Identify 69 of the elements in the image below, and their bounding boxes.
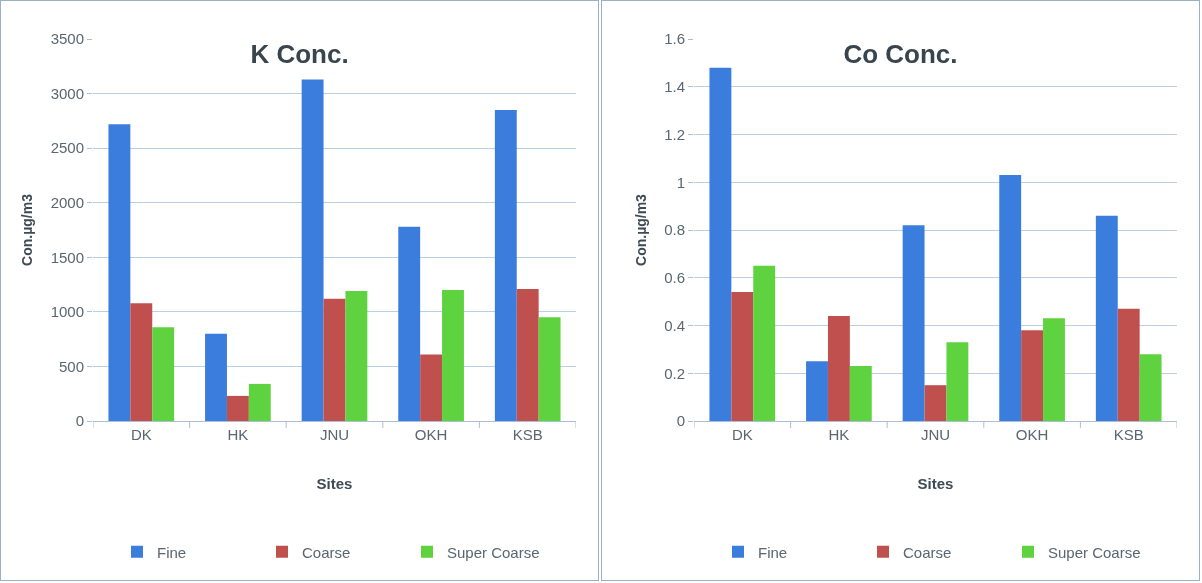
y-tick-label: 2000 [50, 193, 84, 211]
x-tick-label: DK [130, 426, 152, 443]
y-tick-label: 0.2 [664, 364, 685, 382]
bar [731, 292, 754, 421]
bar [902, 225, 925, 421]
legend-label: Fine [157, 543, 187, 561]
legend-label: Fine [758, 543, 788, 561]
y-axis-title: Con.µg/m3 [19, 193, 36, 266]
bar [345, 291, 368, 421]
bar [130, 303, 153, 421]
bar [946, 342, 969, 421]
bar [494, 109, 517, 421]
y-tick-label: 1500 [50, 248, 84, 266]
y-tick-label: 0.4 [664, 316, 685, 334]
chart-title: Co Conc. [843, 38, 958, 69]
bar [226, 395, 249, 421]
y-tick-label: 1.4 [664, 78, 685, 95]
bar [827, 315, 850, 421]
x-tick-label: JNU [319, 426, 350, 443]
x-tick-label: OKH [1015, 426, 1049, 443]
legend-label: Super Coarse [447, 543, 540, 561]
bar [323, 298, 346, 421]
y-axis-title: Con.µg/m3 [632, 193, 649, 266]
y-tick-label: 2500 [50, 139, 84, 157]
y-tick-label: 1 [676, 173, 685, 191]
y-tick-label: 0.8 [664, 221, 685, 239]
bar [420, 354, 443, 421]
y-tick-label: 1.6 [664, 30, 685, 48]
bar [1139, 354, 1162, 421]
legend-label: Coarse [302, 543, 351, 561]
x-axis-title: Sites [316, 475, 353, 492]
x-tick-label: HK [828, 426, 850, 443]
bar [1095, 215, 1118, 421]
bar [398, 226, 421, 421]
y-tick-label: 1.2 [664, 125, 685, 143]
y-tick-label: 0 [676, 412, 685, 430]
x-tick-label: JNU [920, 426, 951, 443]
bar [849, 366, 872, 421]
y-tick-label: 1000 [50, 303, 84, 321]
bar [516, 288, 539, 421]
x-tick-label: HK [227, 426, 249, 443]
x-tick-label: DK [731, 426, 753, 443]
y-tick-label: 0 [75, 412, 84, 430]
legend-label: Coarse [903, 543, 952, 561]
y-tick-label: 0.6 [664, 269, 685, 286]
y-tick-label: 3500 [50, 30, 84, 48]
bar [806, 361, 828, 421]
chart-title: K Conc. [250, 38, 349, 69]
y-tick-label: 3000 [50, 84, 84, 102]
bar [152, 327, 175, 421]
bar [205, 333, 227, 421]
bar [753, 265, 776, 421]
y-tick-label: 500 [58, 357, 84, 375]
bar [248, 383, 271, 421]
bar [709, 67, 732, 421]
x-tick-label: KSB [1113, 426, 1144, 443]
bar [108, 124, 131, 421]
bar [924, 385, 947, 421]
bar [442, 290, 464, 421]
bar [1043, 318, 1065, 421]
bar [538, 317, 561, 421]
x-axis-title: Sites [917, 475, 954, 492]
x-tick-label: KSB [512, 426, 543, 443]
bar [999, 175, 1022, 421]
bar [1021, 330, 1044, 421]
bar [301, 79, 324, 421]
x-tick-label: OKH [414, 426, 448, 443]
legend-label: Super Coarse [1048, 543, 1141, 561]
bar [1117, 308, 1140, 421]
